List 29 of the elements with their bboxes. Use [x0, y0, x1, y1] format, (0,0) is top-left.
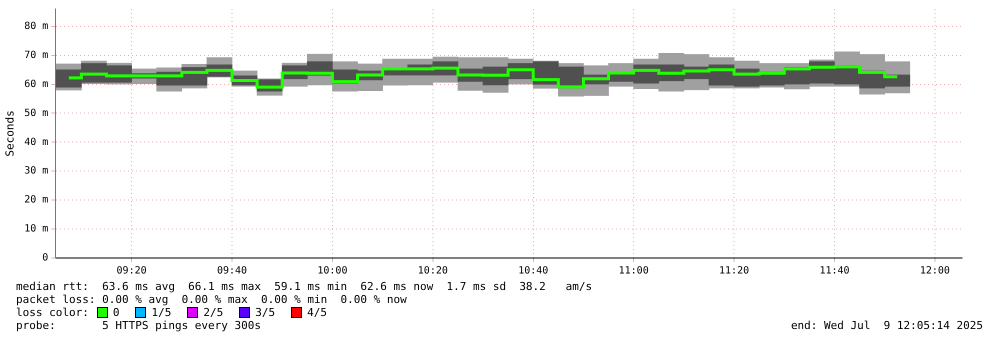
y-tick-label: 20 m: [24, 194, 48, 206]
y-tick-label: 40 m: [24, 136, 48, 148]
legend-label: 1/5: [151, 306, 172, 319]
x-tick-label: 10:20: [418, 266, 448, 277]
y-tick-label: 70 m: [24, 50, 48, 61]
x-tick-label: 11:20: [719, 266, 750, 277]
y-tick-label: 60 m: [24, 78, 48, 90]
y-tick-label: 0: [42, 252, 48, 264]
x-tick-label: 09:40: [216, 266, 248, 277]
legend-label: 2/5: [203, 306, 224, 319]
text: median rtt: 63.6 ms avg 66.1 ms max 59.1 ms min 62.6 ms now 1.7 ms sd 38.2 am/s: [16, 280, 594, 293]
text: end: Wed Jul 9 12:05:14 2025: [790, 319, 983, 332]
x-tick-label: 09:20: [116, 266, 147, 277]
y-tick-label: 10 m: [24, 224, 48, 235]
legend-label: 4/5: [307, 306, 327, 319]
legend-label: 0: [112, 306, 120, 319]
y-tick-label: 30 m: [24, 166, 48, 177]
y-tick-label: 50 m: [24, 108, 48, 119]
legend-title: loss color:: [16, 306, 89, 319]
x-tick-label: 10:00: [317, 266, 348, 277]
x-tick-label: 11:00: [618, 266, 649, 277]
x-tick-label: 12:00: [920, 266, 950, 277]
legend-label: 3/5: [255, 306, 276, 319]
y-axis-title: Seconds: [3, 110, 16, 157]
text: packet loss: 0.00 % avg 0.00 % max 0.00 % min 0.00 % now: [16, 293, 408, 306]
y-tick-label: 80 m: [24, 20, 48, 32]
x-tick-label: 10:40: [518, 266, 548, 277]
text: probe: 5 HTTPS pings every 300s: [16, 319, 262, 332]
x-tick-label: 11:40: [819, 266, 850, 277]
